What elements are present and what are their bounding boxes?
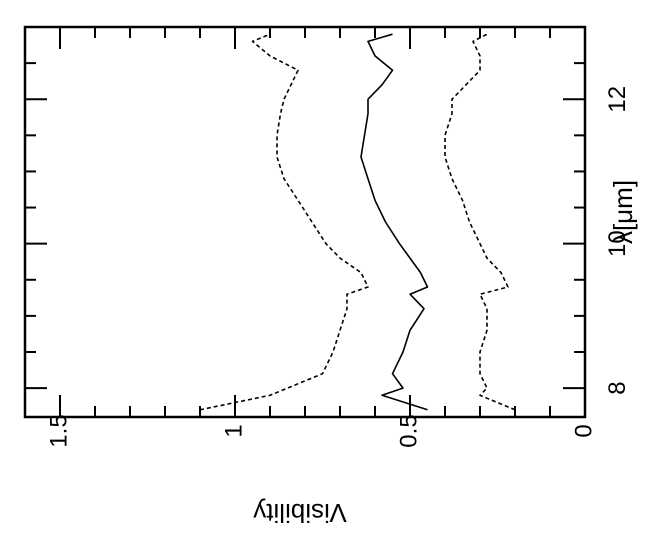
series-line-dashed	[199, 33, 369, 411]
series-line-solid	[360, 33, 429, 411]
y-axis-title: Visibility	[253, 498, 346, 528]
x-tick-label: 10	[604, 230, 631, 257]
x-tick-label: 8	[604, 381, 631, 394]
x-axis-title: λ[μm]	[608, 180, 638, 244]
plot-area	[23, 25, 587, 419]
y-tick-label: 0.5	[395, 414, 422, 447]
y-tick-label: 1.5	[45, 414, 72, 447]
y-tick-label: 1	[220, 424, 247, 437]
series-layer	[199, 33, 516, 411]
wavelength-tick-labels: 8 10 12	[604, 86, 631, 395]
x-tick-label: 12	[604, 86, 631, 113]
wavelength-axis-ticks	[25, 26, 585, 390]
visibility-axis-ticks	[24, 27, 586, 417]
plot-frame	[23, 25, 587, 419]
visibility-tick-labels: 0 0.5 1 1.5	[45, 414, 597, 447]
series-line-dashed	[444, 33, 516, 411]
y-tick-label: 0	[570, 424, 597, 437]
